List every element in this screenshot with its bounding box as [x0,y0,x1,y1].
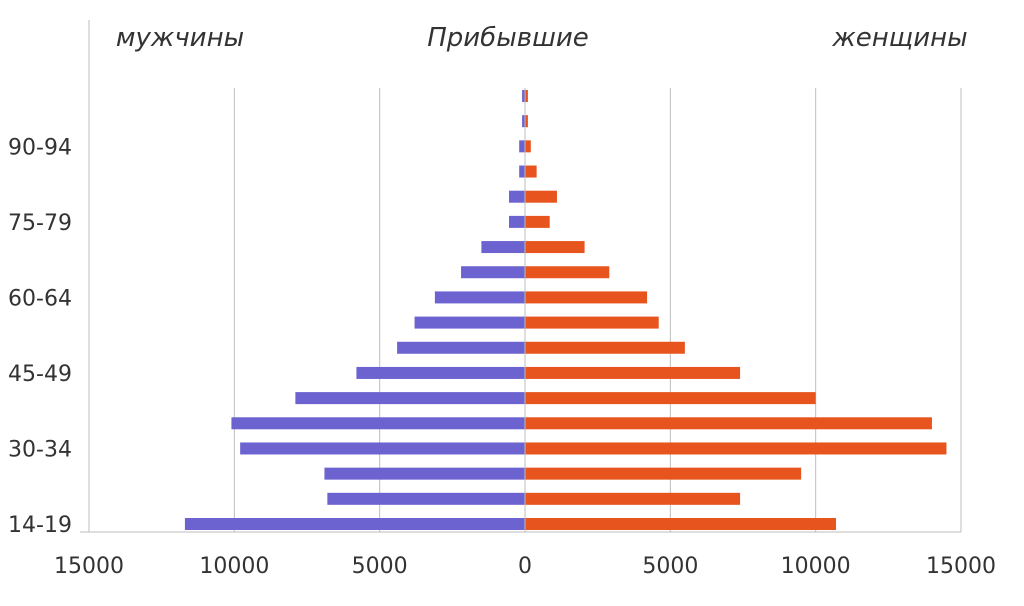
bar-male-14-19 [184,518,526,530]
bar-male-30-34 [240,442,525,455]
bar-female-90-94 [525,140,531,153]
bar-male-100+ [522,90,525,102]
bar-male-70-74 [481,241,525,254]
bar-female-100+ [525,90,528,102]
bar-female-70-74 [525,241,585,254]
bar-male-65-69 [461,266,525,279]
y-tick-label: 45-49 [8,362,72,387]
x-tick-label: 15000 [54,554,124,579]
x-tick-label: 15000 [926,554,996,579]
bar-female-65-69 [525,266,610,279]
bar-female-25-29 [525,467,802,480]
bar-male-35-39 [231,417,525,430]
bar-female-35-39 [525,417,932,430]
x-tick-label: 10000 [781,554,851,579]
bar-male-50-54 [397,341,525,354]
right-series-label: женщины [831,23,967,53]
x-tick-label: 0 [518,554,532,579]
bar-male-85-89 [519,165,525,178]
bar-female-30-34 [525,442,947,455]
bar-male-60-64 [434,291,525,304]
bar-female-40-44 [525,392,816,405]
bar-male-80-84 [509,190,525,203]
x-tick-label: 5000 [352,554,408,579]
bar-female-45-49 [525,366,741,379]
bar-male-40-44 [295,392,525,405]
bar-female-80-84 [525,190,557,203]
bar-male-95-99 [522,115,525,128]
bar-female-60-64 [525,291,648,304]
bar-male-90-94 [519,140,525,153]
tick-labels: 15000 10000 5000 0 5000 10000 15000 14-19 30-34 4… [8,135,996,579]
left-series-label: мужчины [116,23,244,53]
bar-female-50-54 [525,341,685,354]
bar-male-55-59 [414,316,525,329]
bar-male-75-79 [509,215,525,228]
chart-title: Прибывшие [427,23,589,53]
y-tick-label: 30-34 [8,437,72,462]
bar-female-20-24 [525,492,741,505]
y-tick-label: 60-64 [8,286,72,311]
axes [80,20,961,533]
bar-male-45-49 [356,366,525,379]
bar-female-55-59 [525,316,659,329]
bar-female-75-79 [525,215,550,228]
y-tick-label: 90-94 [8,135,72,160]
bar-male-25-29 [324,467,525,480]
bar-female-85-89 [525,165,537,178]
y-tick-label: 14-19 [8,513,72,538]
x-tick-label: 5000 [642,554,698,579]
y-tick-label: 75-79 [8,211,72,236]
x-tick-label: 10000 [199,554,269,579]
bar-female-14-19 [525,518,837,530]
bar-female-95-99 [525,115,528,128]
bar-male-20-24 [327,492,525,505]
bars [184,90,947,530]
